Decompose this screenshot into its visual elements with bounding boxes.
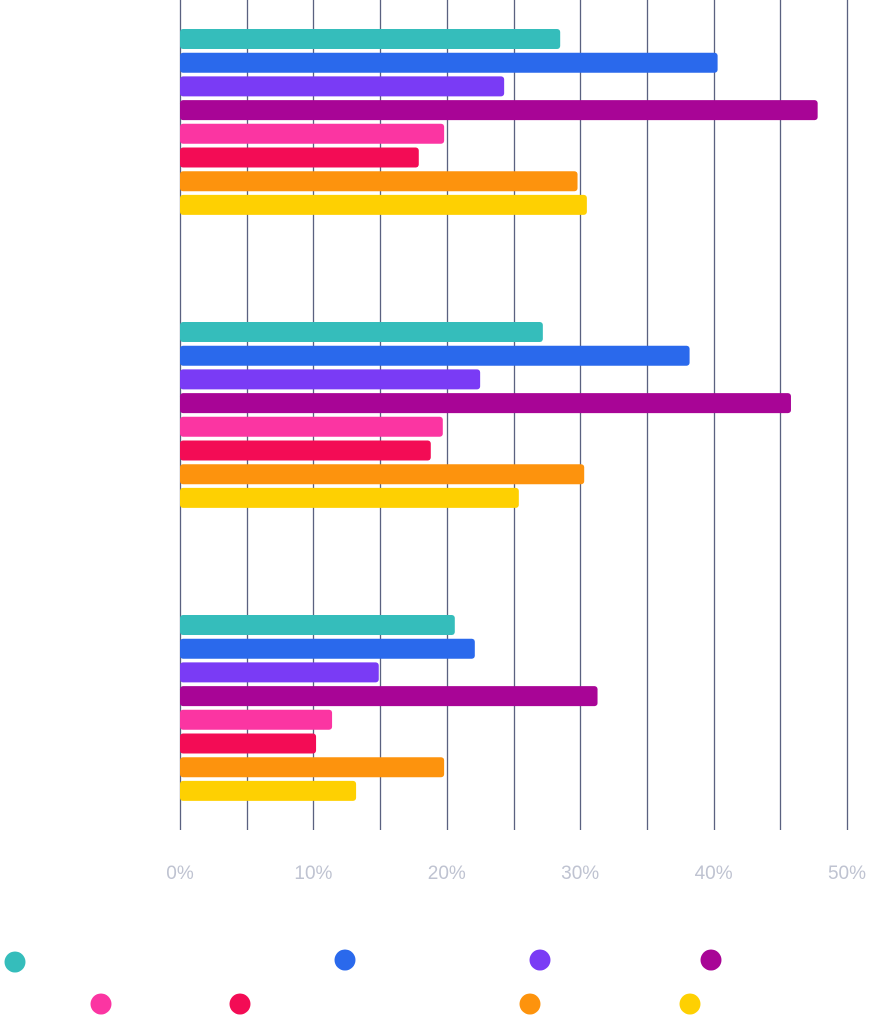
bar bbox=[180, 733, 317, 754]
bar bbox=[180, 487, 519, 508]
x-tick-label: 50% bbox=[828, 863, 866, 884]
bar bbox=[180, 345, 690, 366]
x-tick-label: 0% bbox=[166, 863, 194, 884]
legend-marker bbox=[4, 951, 26, 973]
bar bbox=[180, 171, 578, 192]
legend-marker bbox=[529, 949, 551, 971]
bar bbox=[180, 662, 379, 683]
bar bbox=[180, 322, 543, 342]
x-tick-label: 30% bbox=[561, 863, 599, 884]
bar bbox=[180, 638, 475, 659]
bar bbox=[180, 709, 333, 730]
x-tick-label: 20% bbox=[428, 863, 466, 884]
legend-marker bbox=[700, 949, 722, 971]
legend-marker bbox=[519, 993, 541, 1015]
bar bbox=[180, 416, 443, 437]
x-tick-label: 10% bbox=[294, 863, 332, 884]
legend-marker bbox=[679, 993, 701, 1015]
bar bbox=[180, 440, 431, 461]
bar bbox=[180, 76, 505, 97]
x-axis-tick-labels: 0% 10% 20% 30% 40% 50% bbox=[166, 863, 866, 884]
bar bbox=[180, 100, 818, 121]
bar bbox=[180, 123, 445, 144]
bar bbox=[180, 147, 419, 168]
legend-marker bbox=[90, 993, 112, 1015]
bar bbox=[180, 757, 445, 778]
bar bbox=[180, 686, 598, 707]
bars bbox=[180, 29, 818, 801]
bar bbox=[180, 52, 718, 73]
bar bbox=[180, 464, 585, 485]
legend-marker bbox=[334, 949, 356, 971]
bar bbox=[180, 29, 561, 49]
bar bbox=[180, 780, 357, 801]
legend bbox=[4, 949, 722, 1015]
x-tick-label: 40% bbox=[695, 863, 733, 884]
bar bbox=[180, 369, 481, 390]
bar bbox=[180, 393, 791, 414]
bar bbox=[180, 615, 455, 635]
bar bbox=[180, 194, 587, 215]
legend-marker bbox=[229, 993, 251, 1015]
